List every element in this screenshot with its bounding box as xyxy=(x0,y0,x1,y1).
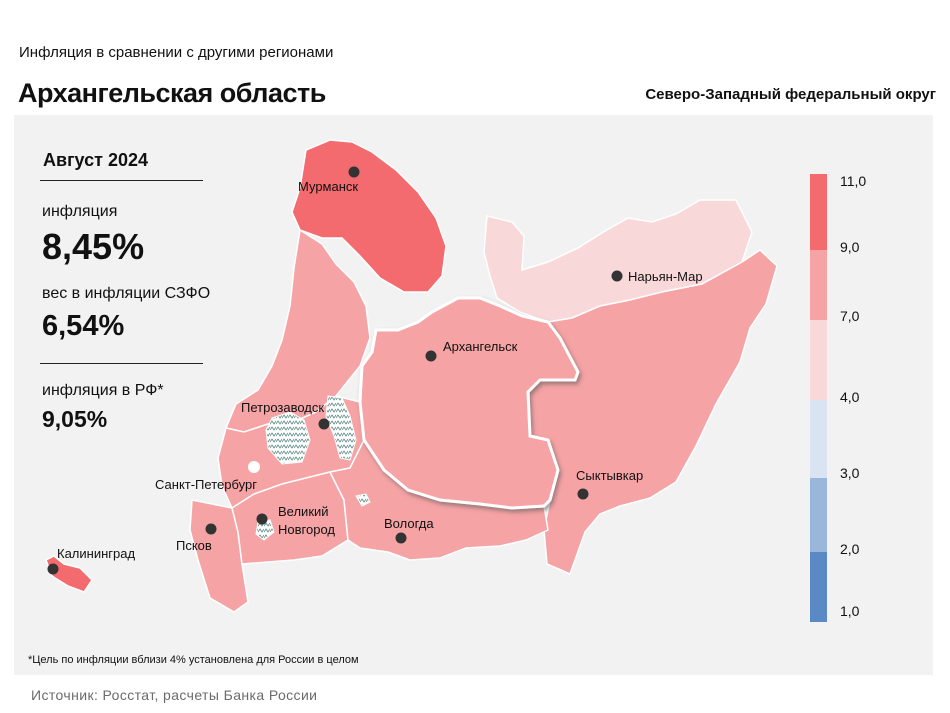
city-label-murmansk: Мурманск xyxy=(298,179,358,194)
city-dot-novgorod xyxy=(256,513,268,525)
city-dot-naryan-mar xyxy=(611,270,623,282)
legend-tick-3: 3,0 xyxy=(840,465,860,481)
city-label-vologda: Вологда xyxy=(384,516,434,531)
region-nenets xyxy=(483,199,753,323)
rf-inflation-value: 9,05% xyxy=(42,406,108,432)
inflation-value: 8,45% xyxy=(42,226,145,267)
region-kaliningrad xyxy=(45,555,93,593)
city-label-pskov: Псков xyxy=(176,538,212,553)
city-dot-kaliningrad xyxy=(47,563,59,575)
weight-label: вес в инфляции СЗФО xyxy=(42,285,211,302)
city-dot-murmansk xyxy=(348,166,360,178)
rf-inflation-label: инфляция в РФ* xyxy=(42,382,164,399)
legend-tick-7: 7,0 xyxy=(840,308,860,324)
city-label-petrozavodsk: Петрозаводск xyxy=(241,400,324,415)
lake-ilmen xyxy=(255,519,275,541)
legend-seg-3 xyxy=(810,320,827,400)
city-label-novgorod-2: Новгород xyxy=(278,522,335,537)
divider-top xyxy=(40,180,203,181)
divider-bottom xyxy=(40,363,203,364)
district-label: Северо-Западный федеральный округ xyxy=(645,86,936,103)
lake-beloye xyxy=(355,493,371,507)
city-label-arkhangelsk: Архангельск xyxy=(443,339,518,354)
footnote: *Цель по инфляции вблизи 4% установлена … xyxy=(28,654,359,666)
legend-tick-2: 2,0 xyxy=(840,541,860,557)
legend-seg-4 xyxy=(810,400,827,478)
city-label-spb: Санкт-Петербург xyxy=(155,477,257,492)
legend-seg-6 xyxy=(810,552,827,622)
legend-tick-9: 9,0 xyxy=(840,239,860,255)
source-note: Источник: Росстат, расчеты Банка России xyxy=(31,687,318,703)
city-dot-arkhangelsk xyxy=(425,350,437,362)
city-label-naryan-mar: Нарьян-Мар xyxy=(628,269,703,284)
legend-tick-11: 11,0 xyxy=(840,173,867,189)
legend-seg-2 xyxy=(810,250,827,320)
city-label-syktyvkar: Сыктывкар xyxy=(576,468,643,483)
city-dot-vologda xyxy=(395,532,407,544)
legend-tick-4: 4,0 xyxy=(840,389,860,405)
city-dot-petrozavodsk xyxy=(318,418,330,430)
city-label-kaliningrad: Калининград xyxy=(57,546,135,561)
city-label-novgorod-1: Великий xyxy=(278,504,329,519)
legend-seg-5 xyxy=(810,478,827,552)
legend-tick-1: 1,0 xyxy=(840,603,860,619)
legend-seg-1 xyxy=(810,174,827,250)
lake-ladoga xyxy=(265,411,311,465)
city-dot-syktyvkar xyxy=(577,488,589,500)
region-arkhangelsk xyxy=(358,296,580,510)
period-label: Август 2024 xyxy=(43,150,148,170)
region-murmansk xyxy=(291,139,447,293)
inflation-label: инфляция xyxy=(42,203,118,220)
spb-marker xyxy=(248,461,260,473)
page-title: Архангельская область xyxy=(18,78,326,108)
subtitle: Инфляция в сравнении с другими регионами xyxy=(19,44,334,61)
weight-value: 6,54% xyxy=(42,310,125,342)
city-dot-pskov xyxy=(205,523,217,535)
